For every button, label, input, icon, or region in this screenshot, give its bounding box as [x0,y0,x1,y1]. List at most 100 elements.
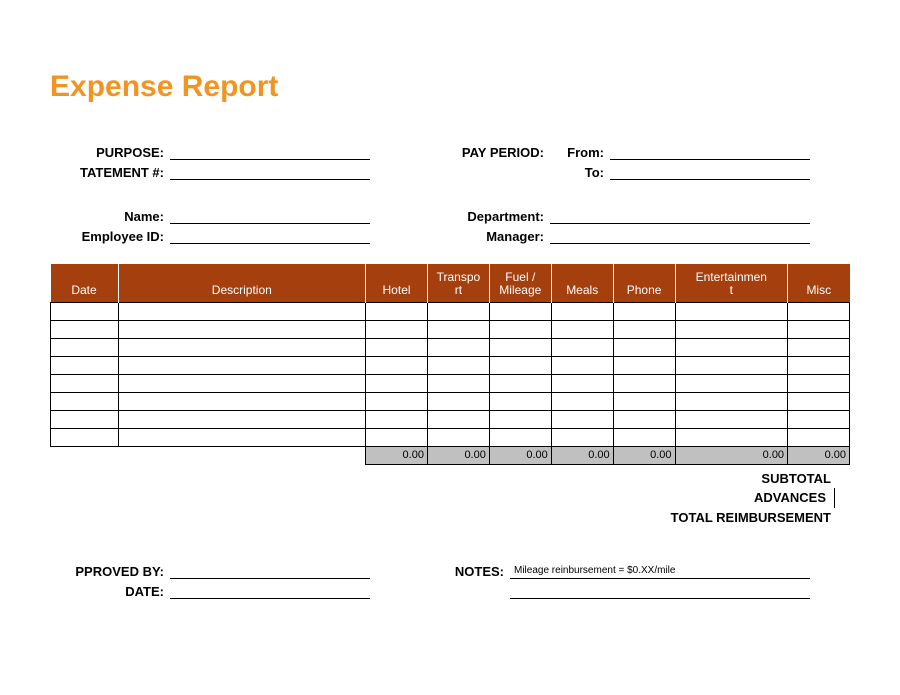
cell-transport[interactable] [427,392,489,410]
cell-phone[interactable] [613,302,675,320]
to-input[interactable] [610,164,810,180]
cell-transport[interactable] [427,356,489,374]
cell-phone[interactable] [613,410,675,428]
cell-hotel[interactable] [366,428,428,446]
cell-description[interactable] [118,428,366,446]
column-header-meals: Meals [551,264,613,302]
cell-entertainment[interactable] [675,392,788,410]
cell-hotel[interactable] [366,338,428,356]
cell-meals[interactable] [551,392,613,410]
cell-fuel[interactable] [489,356,551,374]
cell-date[interactable] [51,338,119,356]
total-cell-date [51,446,119,464]
cell-misc[interactable] [788,410,850,428]
cell-hotel[interactable] [366,410,428,428]
cell-transport[interactable] [427,410,489,428]
cell-entertainment[interactable] [675,320,788,338]
total-cell-fuel: 0.00 [489,446,551,464]
cell-date[interactable] [51,302,119,320]
cell-hotel[interactable] [366,374,428,392]
manager-input[interactable] [550,228,810,244]
cell-date[interactable] [51,356,119,374]
cell-description[interactable] [118,356,366,374]
totals-row: 0.000.000.000.000.000.000.00 [51,446,850,464]
cell-fuel[interactable] [489,428,551,446]
cell-description[interactable] [118,338,366,356]
cell-date[interactable] [51,410,119,428]
cell-phone[interactable] [613,374,675,392]
cell-entertainment[interactable] [675,356,788,374]
column-header-transport: Transport [427,264,489,302]
cell-description[interactable] [118,320,366,338]
cell-entertainment[interactable] [675,410,788,428]
cell-meals[interactable] [551,356,613,374]
cell-phone[interactable] [613,356,675,374]
cell-description[interactable] [118,302,366,320]
cell-hotel[interactable] [366,356,428,374]
cell-transport[interactable] [427,374,489,392]
cell-meals[interactable] [551,302,613,320]
cell-hotel[interactable] [366,392,428,410]
cell-date[interactable] [51,428,119,446]
cell-phone[interactable] [613,428,675,446]
cell-transport[interactable] [427,320,489,338]
notes-label: NOTES: [370,564,510,579]
cell-misc[interactable] [788,356,850,374]
cell-description[interactable] [118,392,366,410]
table-row [51,410,850,428]
cell-transport[interactable] [427,338,489,356]
cell-description[interactable] [118,374,366,392]
cell-phone[interactable] [613,338,675,356]
total-cell-transport: 0.00 [427,446,489,464]
cell-misc[interactable] [788,338,850,356]
table-row [51,374,850,392]
total-cell-misc: 0.00 [788,446,850,464]
from-input[interactable] [610,144,810,160]
cell-description[interactable] [118,410,366,428]
expense-table: DateDescriptionHotelTransportFuel /Milea… [50,264,850,465]
column-header-date: Date [51,264,119,302]
cell-hotel[interactable] [366,320,428,338]
notes-value: Mileage reinbursement = $0.XX/mile [510,563,810,579]
cell-meals[interactable] [551,410,613,428]
name-input[interactable] [170,208,370,224]
cell-phone[interactable] [613,320,675,338]
approved-by-input[interactable] [170,563,370,579]
cell-date[interactable] [51,374,119,392]
column-header-hotel: Hotel [366,264,428,302]
cell-entertainment[interactable] [675,428,788,446]
cell-transport[interactable] [427,302,489,320]
notes-line-2[interactable] [510,583,810,599]
cell-fuel[interactable] [489,302,551,320]
cell-phone[interactable] [613,392,675,410]
statement-input[interactable] [170,164,370,180]
cell-misc[interactable] [788,374,850,392]
cell-entertainment[interactable] [675,302,788,320]
cell-fuel[interactable] [489,338,551,356]
cell-entertainment[interactable] [675,338,788,356]
table-row [51,392,850,410]
cell-misc[interactable] [788,302,850,320]
cell-fuel[interactable] [489,374,551,392]
cell-date[interactable] [51,392,119,410]
cell-transport[interactable] [427,428,489,446]
department-input[interactable] [550,208,810,224]
cell-fuel[interactable] [489,392,551,410]
cell-misc[interactable] [788,428,850,446]
cell-date[interactable] [51,320,119,338]
cell-meals[interactable] [551,374,613,392]
total-cell-description [118,446,366,464]
page-title: Expense Report [50,70,850,104]
cell-hotel[interactable] [366,302,428,320]
cell-misc[interactable] [788,392,850,410]
cell-meals[interactable] [551,338,613,356]
cell-fuel[interactable] [489,320,551,338]
date-input[interactable] [170,583,370,599]
cell-meals[interactable] [551,428,613,446]
cell-entertainment[interactable] [675,374,788,392]
cell-meals[interactable] [551,320,613,338]
cell-misc[interactable] [788,320,850,338]
purpose-input[interactable] [170,144,370,160]
employee-id-input[interactable] [170,228,370,244]
cell-fuel[interactable] [489,410,551,428]
